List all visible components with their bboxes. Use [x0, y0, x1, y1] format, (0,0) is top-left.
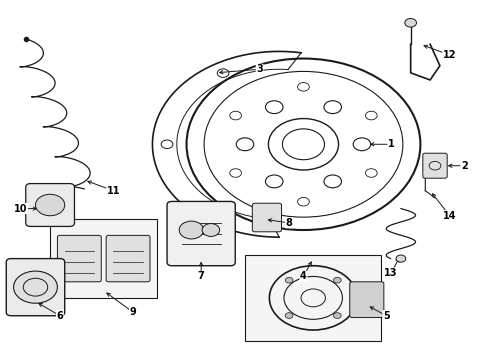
FancyBboxPatch shape — [423, 153, 447, 178]
Circle shape — [14, 271, 57, 303]
FancyBboxPatch shape — [26, 184, 74, 226]
Circle shape — [161, 140, 173, 149]
Circle shape — [217, 69, 229, 77]
Circle shape — [230, 169, 242, 177]
Circle shape — [202, 224, 220, 237]
Text: 1: 1 — [388, 139, 394, 149]
Circle shape — [285, 277, 293, 283]
Circle shape — [35, 194, 65, 216]
Circle shape — [297, 82, 309, 91]
Circle shape — [333, 277, 341, 283]
FancyBboxPatch shape — [252, 203, 282, 232]
Circle shape — [179, 221, 203, 239]
FancyBboxPatch shape — [57, 235, 101, 282]
Bar — [50, 219, 157, 298]
Circle shape — [405, 18, 416, 27]
Text: 13: 13 — [385, 268, 398, 278]
Text: 2: 2 — [461, 161, 467, 171]
Circle shape — [230, 111, 242, 120]
Text: 3: 3 — [256, 64, 263, 74]
Bar — [245, 255, 381, 341]
Text: 12: 12 — [443, 50, 456, 60]
FancyBboxPatch shape — [6, 258, 65, 316]
Circle shape — [396, 255, 406, 262]
Circle shape — [333, 313, 341, 319]
FancyBboxPatch shape — [167, 202, 235, 266]
Text: 8: 8 — [285, 218, 293, 228]
FancyBboxPatch shape — [106, 235, 150, 282]
Text: 9: 9 — [129, 307, 136, 317]
Text: 5: 5 — [383, 311, 390, 321]
Circle shape — [366, 111, 377, 120]
Text: 7: 7 — [198, 271, 204, 282]
Text: 6: 6 — [56, 311, 63, 321]
Circle shape — [285, 313, 293, 319]
Text: 11: 11 — [107, 186, 120, 196]
Circle shape — [366, 169, 377, 177]
Circle shape — [201, 203, 213, 212]
Text: 4: 4 — [300, 271, 307, 282]
Text: 14: 14 — [443, 211, 456, 221]
Circle shape — [297, 197, 309, 206]
Text: 10: 10 — [14, 203, 27, 213]
FancyBboxPatch shape — [350, 282, 384, 318]
